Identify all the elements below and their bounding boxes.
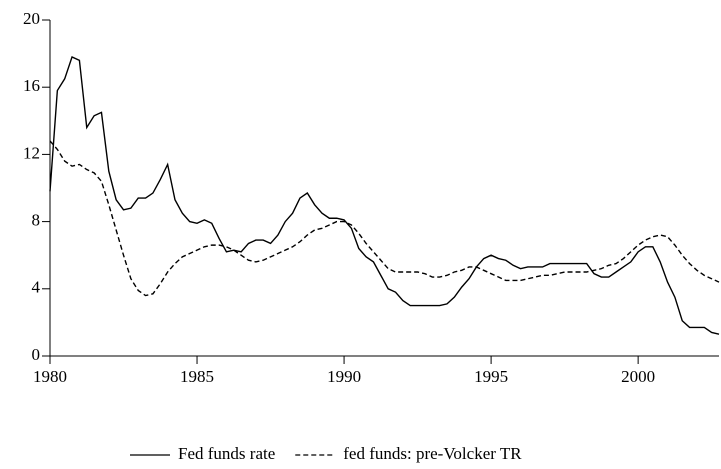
x-tick-label: 1995 bbox=[474, 367, 508, 386]
y-tick-label: 20 bbox=[23, 9, 40, 28]
x-tick-label: 1990 bbox=[327, 367, 361, 386]
y-tick-label: 4 bbox=[32, 278, 41, 297]
y-tick-label: 0 bbox=[32, 345, 41, 364]
line-series bbox=[49, 140, 720, 297]
y-tick-label: 12 bbox=[23, 143, 40, 162]
x-tick-label: 1985 bbox=[180, 367, 214, 386]
legend-label: fed funds: pre-Volcker TR bbox=[343, 444, 522, 463]
legend-label: Fed funds rate bbox=[178, 444, 275, 463]
line-series bbox=[49, 56, 720, 335]
x-tick-label: 1980 bbox=[33, 367, 67, 386]
x-tick-label: 2000 bbox=[621, 367, 655, 386]
y-tick-label: 8 bbox=[32, 211, 41, 230]
y-tick-label: 16 bbox=[23, 76, 40, 95]
